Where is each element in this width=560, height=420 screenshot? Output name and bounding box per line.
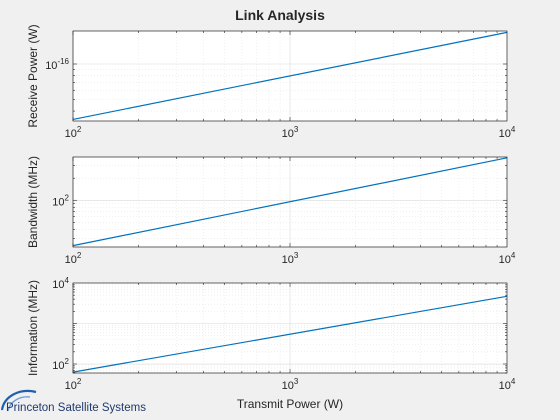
y-axis-label: Information (MHz) <box>26 280 40 376</box>
x-tick-label: 102 <box>65 125 82 140</box>
x-tick-label-exponent: 3 <box>294 251 299 260</box>
y-tick-label-exponent: 2 <box>65 357 70 366</box>
x-tick-label: 104 <box>499 377 516 392</box>
y-tick-label-exponent: 4 <box>65 276 70 285</box>
series-line-1 <box>72 157 508 247</box>
x-tick-label-base: 10 <box>65 128 77 140</box>
x-tick-label-base: 10 <box>499 380 511 392</box>
x-tick-label-base: 10 <box>65 380 77 392</box>
x-tick-label: 102 <box>65 251 82 266</box>
x-tick-label-exponent: 3 <box>294 125 299 134</box>
x-tick-label-exponent: 4 <box>511 125 516 134</box>
x-tick-label: 103 <box>282 377 299 392</box>
y-tick-label: 102 <box>52 357 69 372</box>
y-axis-label: Receive Power (W) <box>26 24 40 127</box>
x-tick-label-exponent: 4 <box>511 251 516 260</box>
logo-swoosh-inner-icon <box>7 396 31 412</box>
x-axis-label: Transmit Power (W) <box>237 397 343 411</box>
series-line-1 <box>72 31 508 121</box>
x-tick-label-base: 10 <box>282 128 294 140</box>
x-tick-label-base: 10 <box>282 254 294 266</box>
x-tick-label-exponent: 2 <box>77 377 82 386</box>
x-tick-label-base: 10 <box>499 128 511 140</box>
company-logo: Princeton Satellite Systems <box>0 389 146 414</box>
x-tick-label-base: 10 <box>65 254 77 266</box>
y-tick-label-base: 10 <box>45 60 57 72</box>
y-tick-label-base: 10 <box>52 196 64 208</box>
axes-box <box>72 282 508 374</box>
logo-text: Princeton Satellite Systems <box>6 402 146 414</box>
logo-swoosh-icon <box>0 389 37 411</box>
x-tick-label: 104 <box>499 125 516 140</box>
y-tick-label-exponent: -16 <box>57 57 69 66</box>
y-axis-label: Bandwidth (MHz) <box>26 156 40 248</box>
x-tick-label-base: 10 <box>499 254 511 266</box>
x-tick-label: 104 <box>499 251 516 266</box>
x-tick-label-exponent: 2 <box>77 125 82 134</box>
x-tick-label-exponent: 3 <box>294 377 299 386</box>
y-tick-label-base: 10 <box>52 279 64 291</box>
y-tick-label: 102 <box>52 193 69 208</box>
x-tick-label-base: 10 <box>282 380 294 392</box>
y-tick-label-base: 10 <box>52 360 64 372</box>
y-tick-label: 104 <box>52 276 69 291</box>
axes-box <box>72 30 508 122</box>
y-tick-label-exponent: 2 <box>65 193 70 202</box>
x-tick-label-exponent: 2 <box>77 251 82 260</box>
x-tick-label-exponent: 4 <box>511 377 516 386</box>
chart-title: Link Analysis <box>235 7 325 23</box>
x-tick-label: 102 <box>65 377 82 392</box>
axes-box <box>72 156 508 248</box>
series-line-1 <box>72 295 508 373</box>
x-tick-label: 103 <box>282 125 299 140</box>
y-tick-label: 10-16 <box>45 57 69 72</box>
x-tick-label: 103 <box>282 251 299 266</box>
